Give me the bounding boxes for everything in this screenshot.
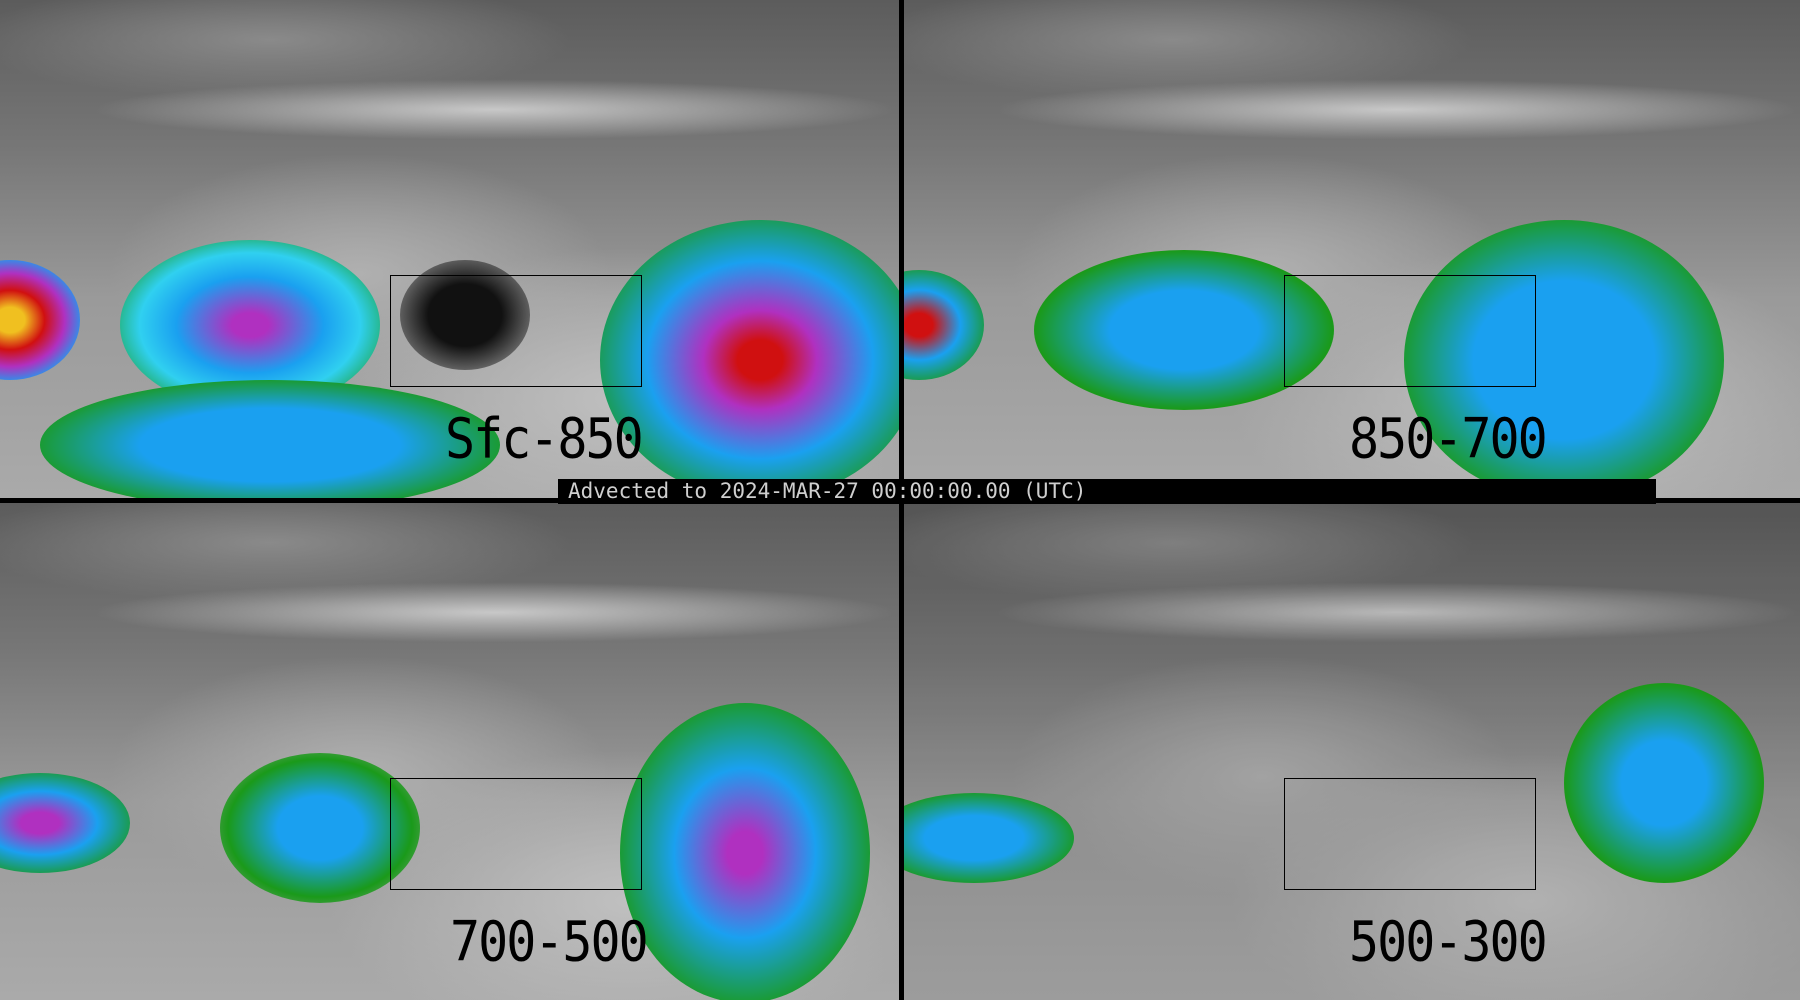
storm-plume [1404, 220, 1724, 498]
storm-plume [220, 753, 420, 903]
storm-plume [904, 793, 1074, 883]
panel-500-300: 500-300 [904, 503, 1800, 1000]
map-borders [1284, 778, 1536, 890]
storm-plume [600, 220, 899, 498]
panel-700-500: 700-500 [0, 503, 899, 1000]
level-label: 500-300 [1349, 910, 1548, 974]
timestamp-bar: Advected to 2024-MAR-27 00:00:00.00 (UTC… [558, 479, 1656, 504]
storm-plume [1564, 683, 1764, 883]
panel-sfc-850: Sfc-850 [0, 0, 899, 498]
map-borders [390, 778, 642, 890]
level-label: 700-500 [450, 910, 649, 974]
map-borders [390, 275, 642, 387]
map-borders [1284, 275, 1536, 387]
level-label: Sfc-850 [445, 407, 644, 471]
storm-plume [40, 380, 500, 498]
dry-region [400, 260, 530, 370]
panel-850-700: 850-700 [904, 0, 1800, 498]
level-label: 850-700 [1349, 407, 1548, 471]
storm-plume [620, 703, 870, 1000]
